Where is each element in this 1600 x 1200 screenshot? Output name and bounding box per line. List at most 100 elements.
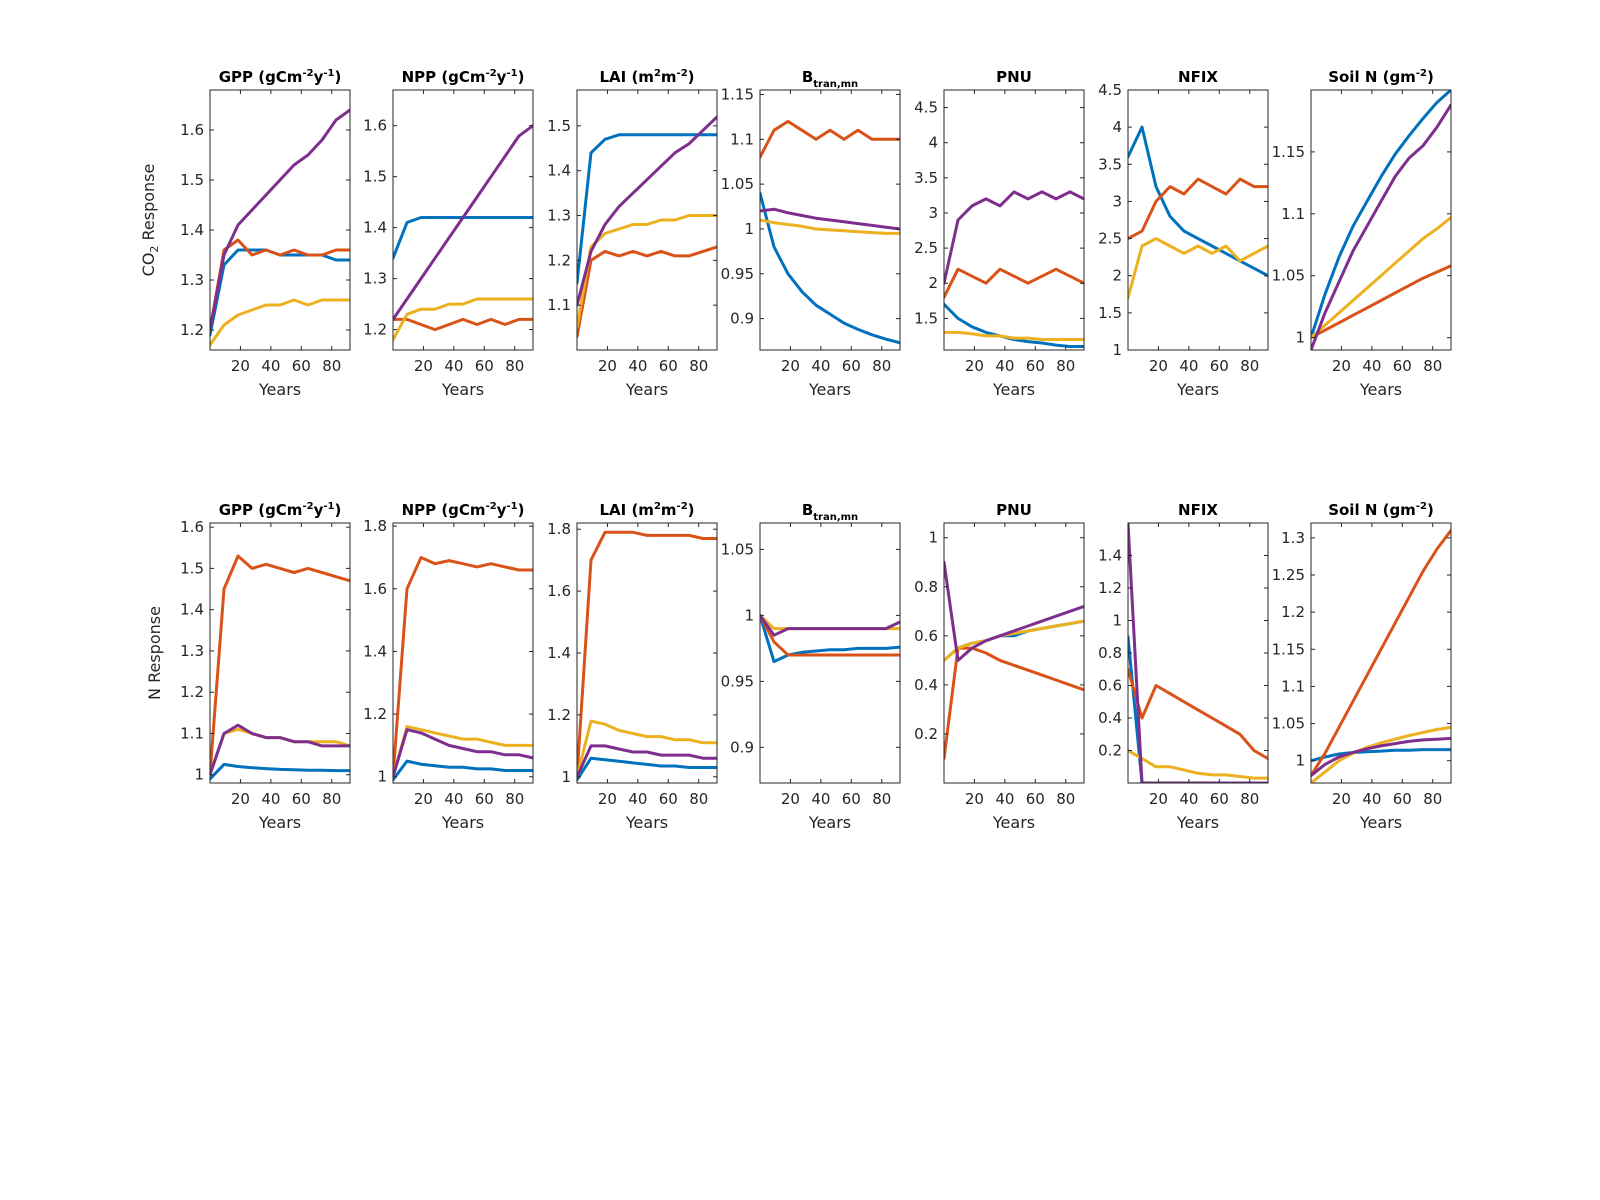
x-tick-label: 80 bbox=[1240, 357, 1259, 375]
y-tick-label: 0.9 bbox=[730, 738, 754, 756]
x-tick-label: 40 bbox=[995, 357, 1014, 375]
x-tick-label: 40 bbox=[1362, 357, 1381, 375]
x-tick-label: 80 bbox=[1423, 790, 1442, 808]
subplot-1-3: 20 40 60 80 0.9 0.95 1 1.05 Years Btran,mn bbox=[721, 501, 901, 832]
y-tick-label: 1.6 bbox=[547, 582, 571, 600]
subplot-1-6: 20 40 60 80 1 1.05 1.1 1.15 1.2 1.25 1.3 Years Soil … bbox=[1272, 501, 1452, 832]
subplot-0-4: 20 40 60 80 1.5 2 2.5 3 3.5 4 4.5 Years PNU bbox=[914, 68, 1085, 399]
x-tick-label: 80 bbox=[1240, 790, 1259, 808]
series-yellow bbox=[393, 297, 533, 342]
subplot-title: PNU bbox=[996, 68, 1032, 86]
y-tick-label: 4.5 bbox=[914, 99, 938, 117]
y-tick-label: 0.6 bbox=[1098, 677, 1122, 695]
y-tick-label: 1.05 bbox=[1272, 715, 1305, 733]
series-group bbox=[944, 560, 1084, 760]
y-tick-label: 1.3 bbox=[180, 271, 204, 289]
series-group bbox=[393, 556, 533, 782]
x-tick-label: 80 bbox=[505, 790, 524, 808]
series-blue bbox=[577, 756, 717, 782]
series-group bbox=[1128, 125, 1268, 300]
subplot-title: LAI (m2m-2) bbox=[599, 68, 694, 86]
x-tick-label: 60 bbox=[842, 357, 861, 375]
x-tick-label: 60 bbox=[1393, 790, 1412, 808]
subplot-1-0: 20 40 60 80 1 1.1 1.2 1.3 1.4 1.5 1.6 Years GPP (gCm… bbox=[180, 501, 351, 832]
series-orange bbox=[210, 238, 350, 332]
axes-frame bbox=[1310, 522, 1452, 784]
x-tick-label: 80 bbox=[1423, 357, 1442, 375]
axes-frame bbox=[1127, 89, 1269, 351]
y-tick-label: 1.1 bbox=[730, 130, 754, 148]
y-tick-label: 0.9 bbox=[730, 310, 754, 328]
series-yellow bbox=[944, 619, 1084, 662]
subplot-title: GPP (gCm-2y-1) bbox=[219, 501, 342, 519]
y-tick-label: 1.5 bbox=[180, 559, 204, 577]
y-tick-label: 0.8 bbox=[1098, 644, 1122, 662]
x-tick-label: 60 bbox=[1393, 357, 1412, 375]
x-tick-label: 80 bbox=[872, 790, 891, 808]
plot-area bbox=[577, 523, 717, 783]
y-tick-label: 1 bbox=[744, 220, 754, 238]
series-yellow bbox=[577, 214, 717, 330]
series-yellow bbox=[944, 330, 1084, 341]
subplot-title: NPP (gCm-2y-1) bbox=[402, 501, 525, 519]
series-group bbox=[393, 124, 533, 342]
y-tick-label: 2 bbox=[1112, 267, 1122, 285]
x-tick-label: 40 bbox=[1362, 790, 1381, 808]
series-blue bbox=[760, 613, 900, 664]
x-tick-label: 40 bbox=[811, 357, 830, 375]
series-purple bbox=[1311, 103, 1451, 350]
series-group bbox=[944, 190, 1084, 348]
y-tick-label: 1.3 bbox=[1281, 529, 1305, 547]
y-tick-label: 1.25 bbox=[1272, 566, 1305, 584]
y-tick-label: 1.4 bbox=[547, 162, 571, 180]
series-blue bbox=[1128, 125, 1268, 278]
x-tick-label: 60 bbox=[292, 790, 311, 808]
y-tick-label: 1 bbox=[744, 606, 754, 624]
x-tick-label: 60 bbox=[659, 357, 678, 375]
series-orange bbox=[1128, 177, 1268, 241]
x-tick-label: 80 bbox=[689, 790, 708, 808]
series-purple bbox=[760, 613, 900, 637]
y-tick-label: 1.5 bbox=[363, 168, 387, 186]
y-tick-label: 1 bbox=[194, 766, 204, 784]
y-tick-label: 1 bbox=[377, 768, 387, 786]
y-tick-label: 1.2 bbox=[363, 321, 387, 339]
y-tick-label: 4 bbox=[928, 134, 938, 152]
y-tick-label: 1.1 bbox=[180, 724, 204, 742]
x-tick-label: 60 bbox=[842, 790, 861, 808]
series-orange bbox=[760, 613, 900, 657]
x-tick-label: 20 bbox=[414, 790, 433, 808]
y-tick-label: 1.2 bbox=[547, 706, 571, 724]
row-label-0: CO2 Response bbox=[139, 164, 161, 277]
x-axis-label: Years bbox=[625, 380, 668, 399]
y-tick-label: 1.15 bbox=[1272, 640, 1305, 658]
x-tick-label: 40 bbox=[261, 357, 280, 375]
x-tick-label: 40 bbox=[261, 790, 280, 808]
y-tick-label: 1 bbox=[1295, 329, 1305, 347]
series-purple bbox=[577, 115, 717, 307]
series-yellow bbox=[760, 218, 900, 235]
x-tick-label: 40 bbox=[444, 357, 463, 375]
series-purple bbox=[577, 744, 717, 779]
axes-frame bbox=[209, 522, 351, 784]
subplot-1-1: 20 40 60 80 1 1.2 1.4 1.6 1.8 Years NPP (gCm-2y-1) bbox=[363, 501, 534, 832]
series-yellow bbox=[1128, 749, 1268, 780]
axes-frame bbox=[943, 89, 1085, 351]
series-group bbox=[577, 115, 717, 339]
y-tick-label: 1.4 bbox=[180, 601, 204, 619]
series-purple bbox=[944, 560, 1084, 662]
series-blue bbox=[1311, 90, 1451, 340]
y-tick-label: 1.2 bbox=[1098, 579, 1122, 597]
x-tick-label: 20 bbox=[781, 790, 800, 808]
subplot-0-5: 20 40 60 80 1 1.5 2 2.5 3 3.5 4 4.5 Years NFIX bbox=[1098, 68, 1269, 399]
x-tick-label: 40 bbox=[628, 790, 647, 808]
series-yellow bbox=[1311, 216, 1451, 340]
plot-area bbox=[944, 90, 1084, 350]
subplot-1-4: 20 40 60 80 0.2 0.4 0.6 0.8 1 Years PNU bbox=[914, 501, 1085, 832]
y-tick-label: 1.5 bbox=[180, 171, 204, 189]
axes-frame bbox=[759, 522, 901, 784]
subplot-0-6: 20 40 60 80 1 1.05 1.1 1.15 Years Soil N (gm-2) bbox=[1272, 68, 1452, 399]
y-tick-label: 1 bbox=[1112, 341, 1122, 359]
x-tick-label: 40 bbox=[1179, 357, 1198, 375]
